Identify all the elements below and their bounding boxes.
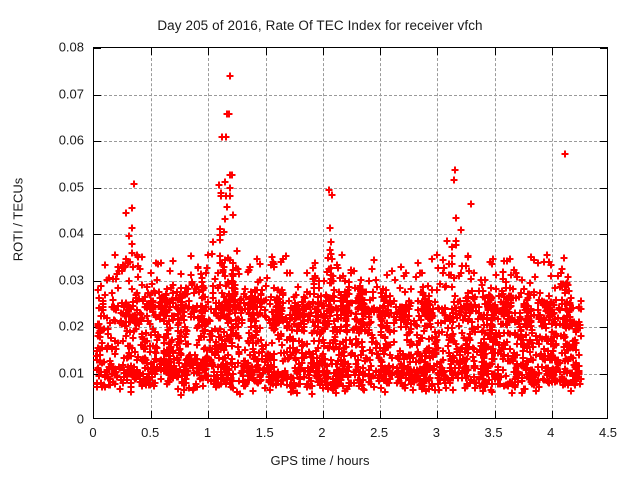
axis-tick-mark — [265, 411, 267, 418]
axis-tick-mark — [94, 187, 101, 189]
axis-tick-mark — [551, 48, 553, 55]
axis-tick-mark — [600, 234, 607, 235]
gridline-vertical — [322, 48, 324, 418]
axis-tick-mark — [265, 48, 267, 55]
x-tick-label: 1 — [203, 425, 212, 440]
x-tick-label: 3 — [432, 425, 440, 440]
gridline-horizontal — [94, 234, 607, 235]
axis-tick-mark — [208, 411, 210, 418]
axis-tick-mark — [94, 280, 101, 282]
chart-title: Day 205 of 2016, Rate Of TEC Index for r… — [157, 18, 483, 33]
y-tick-label: 0.01 — [58, 365, 84, 380]
x-tick-label: 4.5 — [598, 425, 618, 440]
axis-tick-mark — [94, 373, 101, 375]
axis-tick-mark — [94, 48, 101, 49]
gridline-vertical — [380, 48, 382, 418]
x-tick-label: 0 — [89, 425, 97, 440]
y-tick-label: 0.08 — [58, 39, 84, 55]
axis-tick-mark — [437, 48, 439, 55]
x-tick-label: 4 — [547, 425, 555, 440]
gridline-horizontal — [94, 373, 607, 375]
axis-tick-mark — [94, 94, 101, 96]
gridline-horizontal — [94, 280, 607, 282]
axis-tick-mark — [437, 411, 439, 418]
axis-tick-mark — [208, 48, 210, 55]
y-tick-label: 0.02 — [58, 318, 84, 334]
gridline-vertical — [208, 48, 210, 418]
axis-tick-mark — [600, 141, 607, 142]
scatter-marker-group — [93, 72, 585, 399]
gridline-vertical — [265, 48, 267, 418]
axis-tick-mark — [380, 48, 382, 55]
gridline-horizontal — [94, 187, 607, 189]
y-tick-label: 0.06 — [58, 132, 84, 148]
gridline-vertical — [437, 48, 439, 418]
y-tick-label: 0.05 — [58, 179, 84, 194]
x-tick-label: 3.5 — [484, 425, 503, 440]
y-tick-label: 0 — [76, 411, 84, 427]
y-tick-label: 0.04 — [58, 225, 84, 241]
x-tick-label: 1.5 — [255, 425, 274, 440]
gridline-vertical — [551, 48, 553, 418]
axis-tick-mark — [322, 411, 324, 418]
y-tick-label: 0.07 — [58, 86, 84, 101]
axis-tick-mark — [494, 411, 496, 418]
axis-tick-mark — [151, 411, 153, 418]
x-axis-title: GPS time / hours — [270, 453, 370, 468]
scatter-points — [93, 72, 585, 399]
axis-tick-mark — [94, 141, 101, 142]
gridline-horizontal — [94, 94, 607, 96]
x-tick-label: 0.5 — [141, 425, 160, 440]
y-axis-title: ROTI / TECUs — [10, 177, 26, 262]
gridline-vertical — [151, 48, 153, 418]
x-tick-label: 2.5 — [370, 425, 389, 440]
gridline-vertical — [494, 48, 496, 418]
axis-tick-mark — [494, 48, 496, 55]
axis-tick-mark — [600, 48, 607, 49]
axis-tick-mark — [600, 327, 607, 328]
axis-tick-mark — [600, 187, 607, 189]
y-tick-label: 0.03 — [58, 272, 84, 287]
axis-tick-mark — [600, 373, 607, 375]
axis-tick-mark — [600, 280, 607, 282]
axis-tick-mark — [151, 48, 153, 55]
x-tick-label: 2 — [318, 425, 326, 440]
gridline-horizontal — [94, 327, 607, 328]
gridline-horizontal — [94, 141, 607, 142]
axis-tick-mark — [322, 48, 324, 55]
axis-tick-mark — [551, 411, 553, 418]
axis-tick-mark — [380, 411, 382, 418]
axis-tick-mark — [600, 94, 607, 96]
axis-tick-mark — [94, 234, 101, 235]
